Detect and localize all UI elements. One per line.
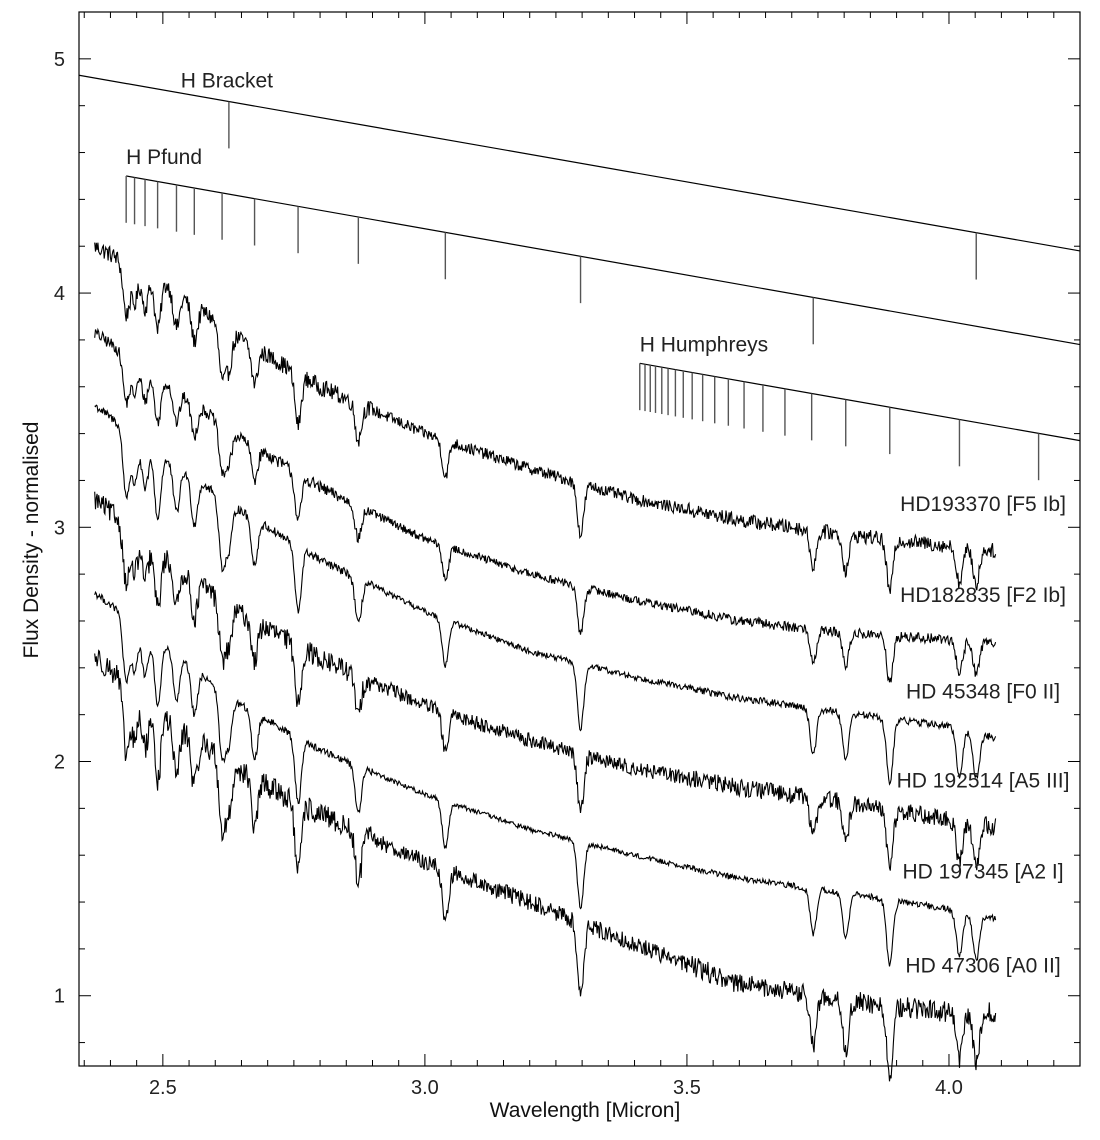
spectrum-series-2: HD 45348 [F0 II] [94,404,1060,786]
x-tick-label: 4.0 [935,1077,963,1099]
y-tick-label: 2 [54,752,65,774]
hydrogen-guide-line [126,175,1081,346]
spectrum-series-5: HD 47306 [A0 II] [94,649,1061,1082]
hydrogen-series-label: H Bracket [181,70,273,93]
y-tick-label: 3 [54,517,65,539]
spectrum-label: HD 197345 [A2 I] [902,861,1063,884]
spectrum-label: HD 47306 [A0 II] [905,954,1060,977]
spectrum-label: HD193370 [F5 Ib] [900,493,1066,516]
y-tick-label: 1 [54,986,65,1008]
x-tick-label: 3.0 [411,1077,439,1099]
x-tick-label: 2.5 [149,1077,177,1099]
plot-area: 2.5 3.0 3.5 4.0 1 2 3 4 5 H Bracket H Pfund H Humph… [54,11,1081,1099]
spectrum-series-0: HD193370 [F5 Ib] [94,242,1066,594]
spectrum-label: HD 45348 [F0 II] [906,680,1060,703]
y-tick-label: 4 [54,283,65,305]
spectrum-label: HD 192514 [A5 III] [897,769,1070,792]
spectrum-line [94,242,997,594]
y-axis-label: Flux Density - normalised [20,422,43,659]
spectrum-line [94,327,997,683]
y-tick-label: 5 [54,49,65,71]
spectrum-series-1: HD182835 [F2 Ib] [94,327,1066,683]
hydrogen-series-label: H Pfund [126,146,202,169]
x-tick-label: 3.5 [673,1077,701,1099]
hydrogen-series-0: H Bracket [78,70,1081,280]
hydrogen-series-2: H Humphreys [639,333,1081,481]
spectrum-label: HD182835 [F2 Ib] [900,584,1066,607]
hydrogen-guide-line [639,362,1081,442]
x-axis-label: Wavelength [Micron] [490,1099,681,1122]
spectrum-series-4: HD 197345 [A2 I] [94,590,1064,967]
plot-frame [78,11,1081,1067]
hydrogen-series-label: H Humphreys [640,333,768,356]
hydrogen-series-1: H Pfund [125,146,1081,346]
spectrum-line [94,491,997,871]
spectrum-line [94,649,997,1082]
hydrogen-guide-line [78,74,1081,252]
spectrum-line [94,404,997,786]
spectrum-series-3: HD 192514 [A5 III] [94,491,1070,871]
spectrum-line [94,590,997,967]
